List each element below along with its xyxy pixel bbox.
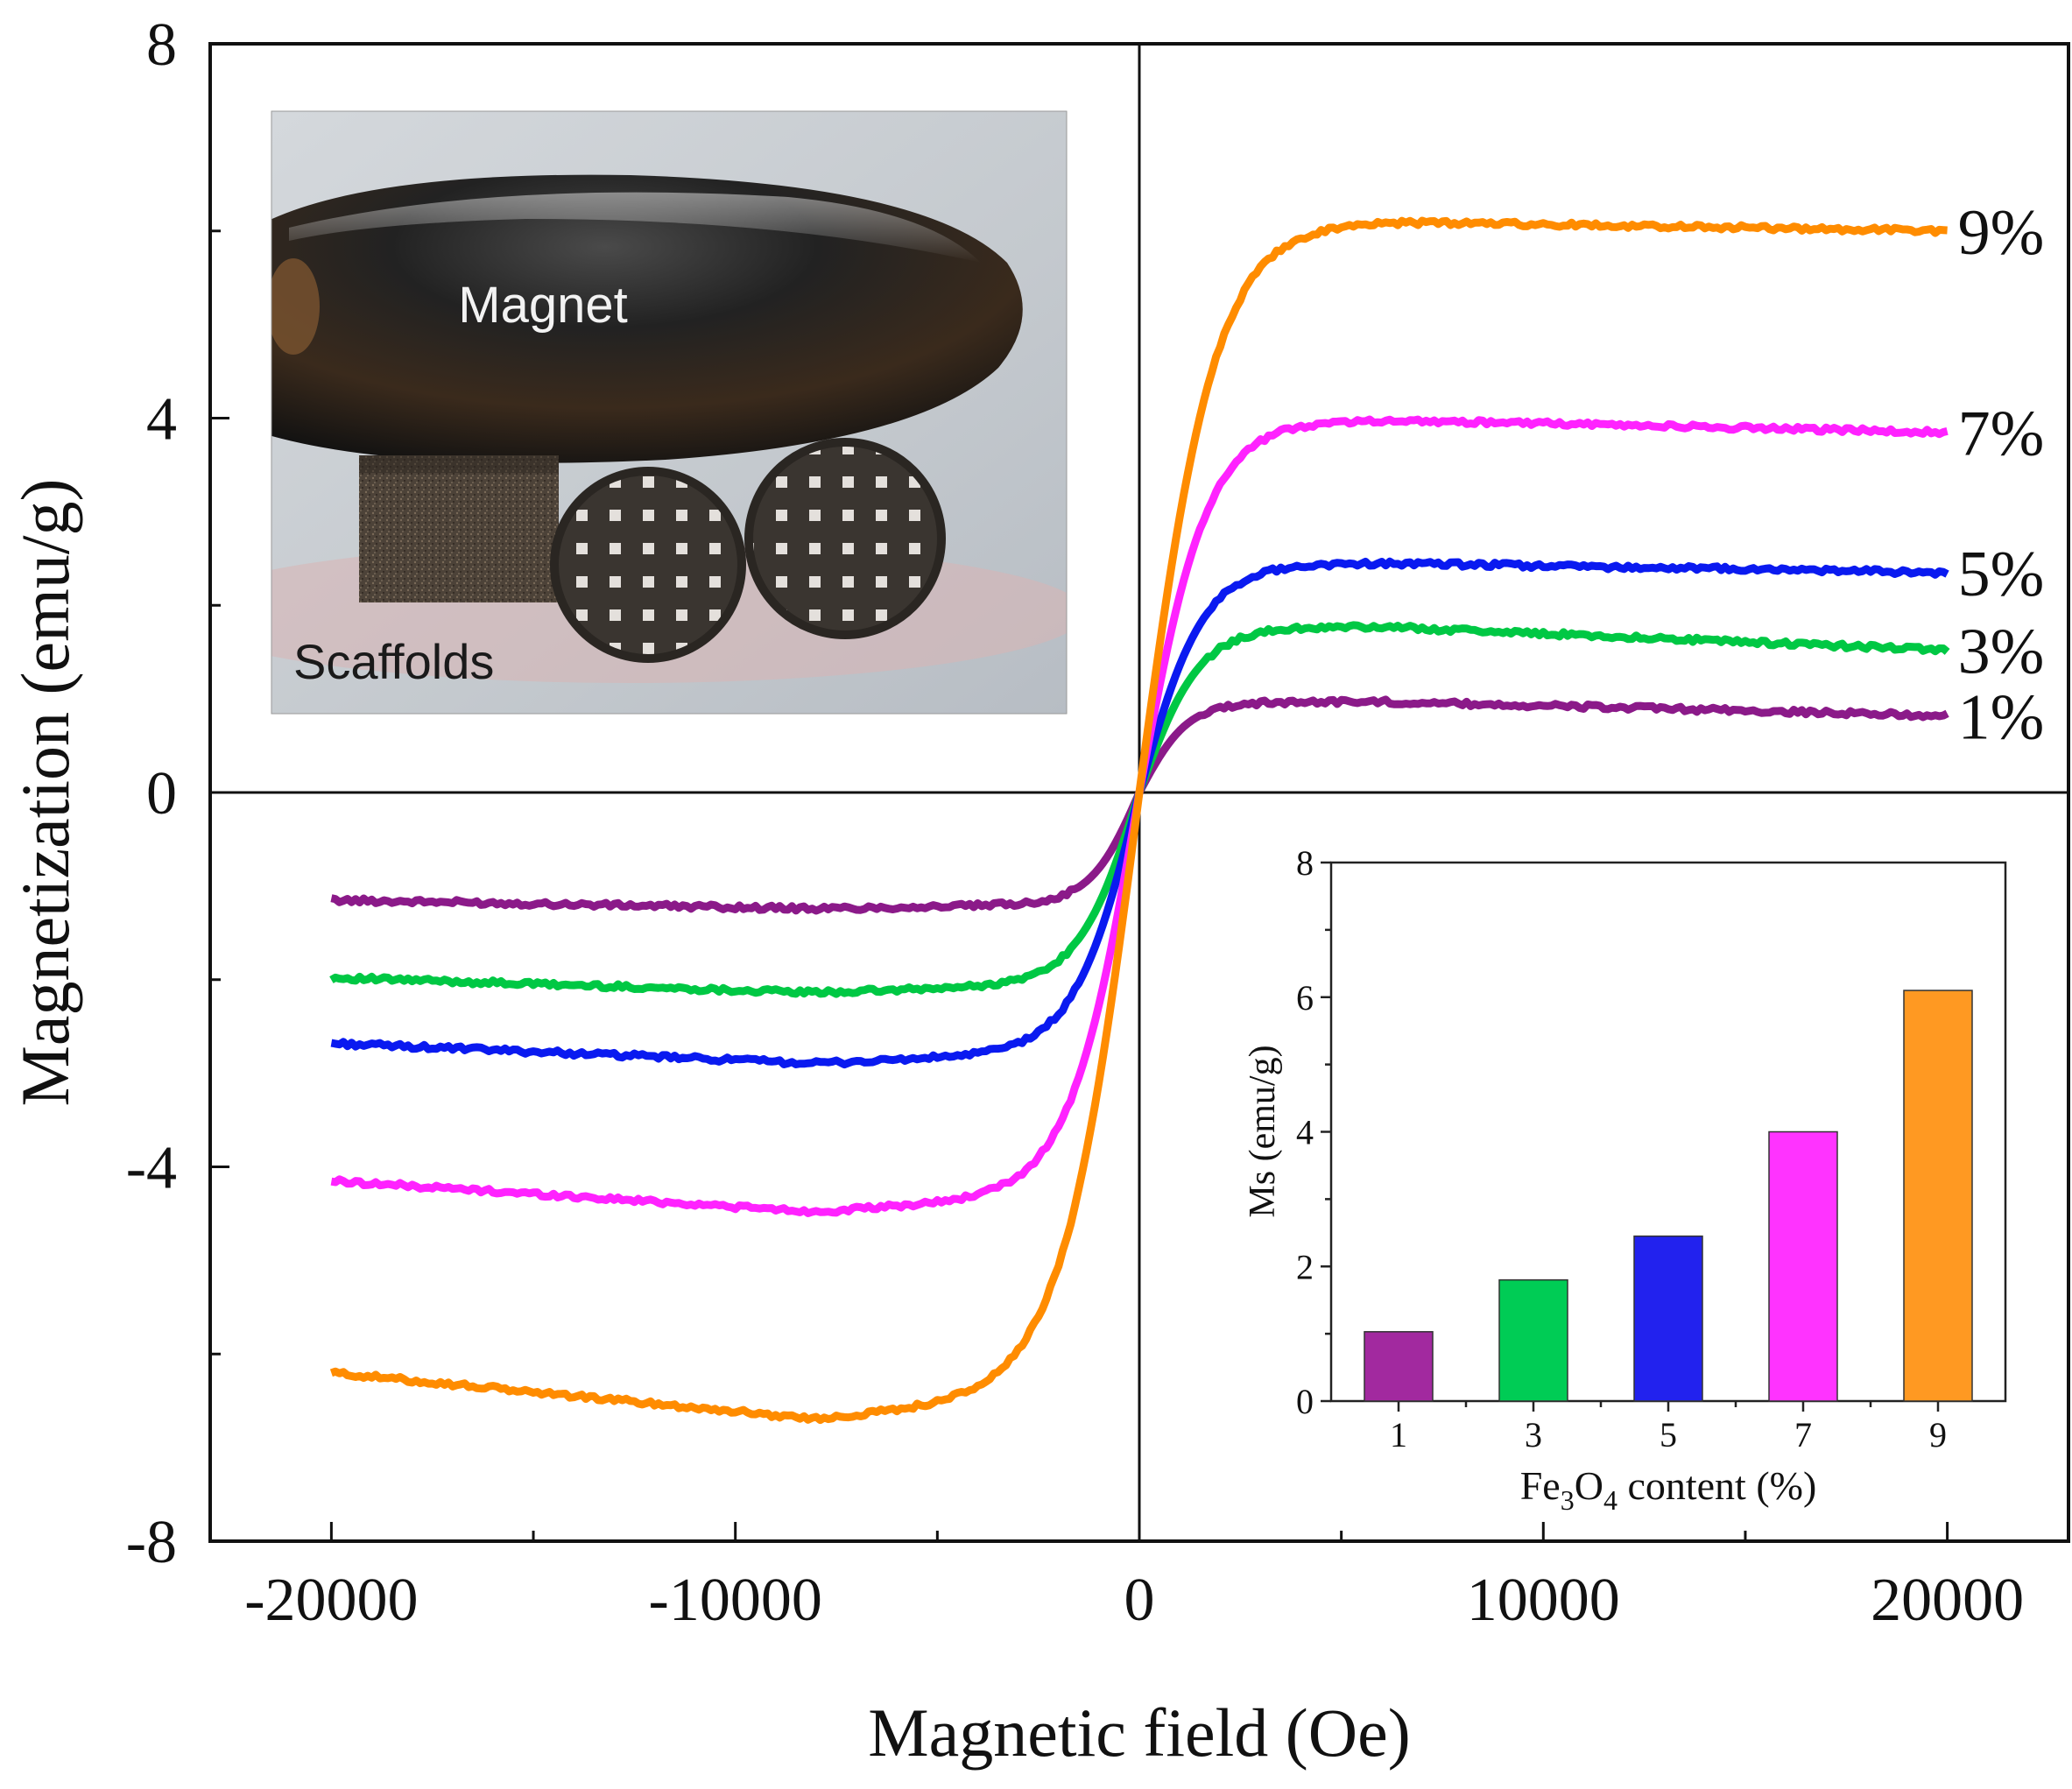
bar-y-tick-label: 8 [1296,843,1314,883]
bar-y-tick-label: 2 [1296,1247,1314,1286]
bar-inset-tick-labels: 0 2 4 6 8 1 3 5 7 9 [1296,843,1947,1454]
magnet-photo [271,174,1023,463]
bar-inset-y-axis-title: Ms (emu/g) [1243,1045,1283,1217]
bar-y-tick-label: 0 [1296,1382,1314,1421]
x-tick-label: -10000 [649,1567,822,1634]
bar-inset: 0 2 4 6 8 1 3 5 7 9 Ms (emu/g) Fe3O4 content (%) [1243,843,2007,1516]
series-end-label: 7% [1958,398,2045,470]
bar-x-tick-label: 7 [1794,1415,1812,1454]
bar-y-tick-label: 4 [1296,1113,1314,1152]
x-tick-label: 0 [1124,1567,1155,1634]
bar-1 [1364,1331,1434,1402]
y-tick-label: 4 [146,386,177,454]
magnet-label: Magnet [458,277,627,334]
block-scaffold-photo [359,455,559,602]
bar-x-tick-label: 9 [1929,1415,1947,1454]
main-end-labels: 1%3%5% 7% 9% [1958,197,2045,754]
bar-9 [1903,990,1973,1402]
y-tick-label: -8 [126,1509,177,1576]
bar-inset-bars [1364,990,1973,1402]
bar-y-tick-label: 6 [1296,978,1314,1018]
disc-scaffold-photo-1 [550,467,746,663]
x-tick-label: 20000 [1871,1567,2024,1634]
main-y-axis-title: Magnetization (emu/g) [7,479,83,1107]
series-end-label: 1% [1958,681,2045,753]
main-series-group [329,216,1950,1425]
y-tick-label: 8 [146,11,177,79]
bar-x-tick-label: 1 [1390,1415,1407,1454]
y-tick-label: 0 [146,760,177,828]
x-tick-label: -20000 [244,1567,418,1634]
disc-scaffold-photo-2 [744,438,946,639]
y-tick-label: -4 [126,1135,177,1202]
bar-inset-ticks [1321,861,1940,1412]
series-end-label: 9% [1958,197,2045,269]
bar-3 [1498,1278,1568,1402]
bar-7 [1768,1130,1838,1402]
inset-photo: Magnet Scaffolds [271,110,1068,715]
x-tick-label: 10000 [1467,1567,1620,1634]
bar-5 [1633,1235,1703,1402]
main-axis-ticks [210,42,1949,1543]
series-end-label: 5% [1958,539,2045,610]
main-tick-labels: -20000 -10000 0 10000 20000 -8 -4 0 4 8 [126,11,2024,1634]
bar-x-tick-label: 3 [1525,1415,1542,1454]
bar-inset-x-axis-title: Fe3O4 content (%) [1520,1463,1817,1516]
main-x-axis-title: Magnetic field (Oe) [868,1694,1410,1771]
scaffolds-label: Scaffolds [293,634,494,689]
series-end-label: 3% [1958,616,2045,688]
bar-x-tick-label: 5 [1660,1415,1677,1454]
series-line-9pct [329,216,1948,1425]
